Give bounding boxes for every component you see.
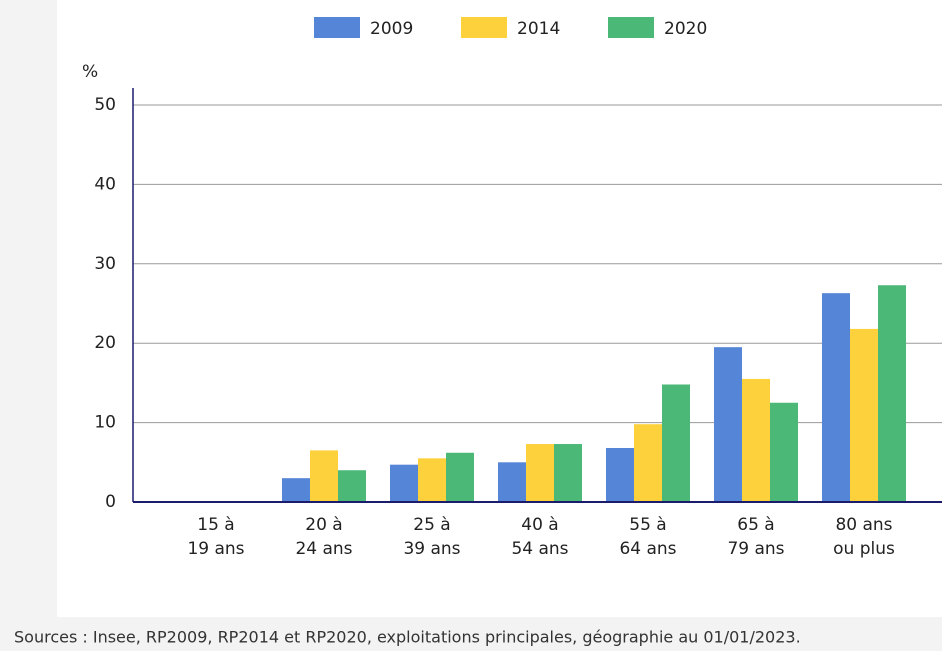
legend-swatch [608,17,654,38]
bar [606,448,634,502]
legend-label: 2009 [370,19,413,39]
bar [446,452,474,502]
bar [554,444,582,502]
x-tick-label: 20 à 24 ans [295,515,352,559]
bar [634,424,662,502]
y-tick-label: 20 [94,333,116,353]
bar [498,462,526,502]
y-tick-label: 0 [105,492,116,512]
bar [282,478,310,502]
bar [338,470,366,502]
source-note: Sources : Insee, RP2009, RP2014 et RP202… [14,628,801,647]
x-tick-label: 40 à 54 ans [511,515,568,559]
bar [850,328,878,502]
bar [526,444,554,502]
bar [742,378,770,502]
y-tick-label: 30 [94,254,116,274]
bar [714,347,742,502]
x-tick-label: 80 ans ou plus [833,515,895,559]
legend-label: 2020 [664,19,707,39]
y-axis-label: % [82,62,98,82]
bar [822,293,850,502]
y-tick-label: 40 [94,174,116,194]
y-tick-label: 10 [94,413,116,433]
bar [662,384,690,502]
chart-panel [57,0,942,617]
x-tick-label: 25 à 39 ans [403,515,460,559]
bar [878,285,906,502]
bar [390,464,418,502]
x-tick-label: 65 à 79 ans [727,515,784,559]
bar [418,458,446,502]
bar [310,450,338,502]
y-tick-label: 50 [94,95,116,115]
x-tick-label: 55 à 64 ans [619,515,676,559]
x-tick-label: 15 à 19 ans [187,515,244,559]
bar [770,402,798,502]
legend-label: 2014 [517,19,560,39]
legend-swatch [314,17,360,38]
legend-swatch [461,17,507,38]
